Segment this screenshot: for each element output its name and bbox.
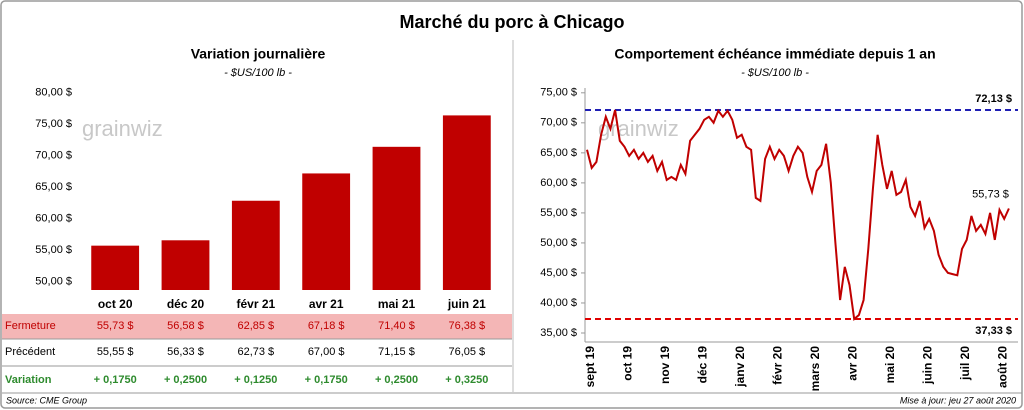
y-tick-label: 75,00 $ [35, 118, 72, 130]
x-tick-label: juin 20 [921, 346, 935, 385]
table-cell: 67,18 $ [308, 320, 345, 332]
y-tick-label: 70,00 $ [35, 150, 72, 162]
y-tick-label: 65,00 $ [540, 147, 577, 159]
table-cell: 71,40 $ [378, 320, 415, 332]
table-cell: + 0,3250 [445, 374, 488, 386]
x-tick-label: sept 19 [583, 346, 597, 388]
table-cell: 55,55 $ [97, 346, 134, 358]
reference-label: 72,13 $ [975, 93, 1012, 105]
table-cell: + 0,1750 [94, 374, 137, 386]
x-tick-label: oct 20 [98, 297, 133, 311]
x-tick-label: févr 21 [236, 297, 275, 311]
x-tick-label: juil 20 [958, 346, 972, 381]
chart-subtitle: - $US/100 lb - [224, 67, 292, 79]
y-tick-label: 60,00 $ [35, 213, 72, 225]
x-tick-label: mai 20 [883, 346, 897, 384]
updated: Mise à jour: jeu 27 août 2020 [900, 395, 1016, 405]
y-tick-label: 50,00 $ [35, 276, 72, 288]
y-tick-label: 60,00 $ [540, 177, 577, 189]
table-cell: 71,15 $ [378, 346, 415, 358]
x-tick-label: févr 20 [771, 346, 785, 385]
x-tick-label: janv 20 [733, 346, 747, 388]
table-cell: 56,58 $ [167, 320, 204, 332]
source: Source: CME Group [6, 395, 87, 405]
table-cell: 76,05 $ [448, 346, 485, 358]
y-tick-label: 50,00 $ [540, 237, 577, 249]
table-cell: 62,73 $ [237, 346, 274, 358]
table-cell: 76,38 $ [448, 320, 485, 332]
x-tick-label: déc 19 [696, 346, 710, 384]
bar [161, 240, 210, 290]
chart-title: Comportement échéance immédiate depuis 1… [614, 46, 935, 62]
y-tick-label: 40,00 $ [540, 297, 577, 309]
y-tick-label: 45,00 $ [540, 267, 577, 279]
x-tick-label: avr 21 [309, 297, 344, 311]
chart-subtitle: - $US/100 lb - [741, 67, 809, 79]
x-tick-label: mai 21 [378, 297, 416, 311]
page-title: Marché du porc à Chicago [399, 12, 624, 32]
last-value-label: 55,73 $ [972, 188, 1009, 200]
reference-label: 37,33 $ [975, 325, 1012, 337]
y-tick-label: 75,00 $ [540, 87, 577, 99]
bar [302, 173, 351, 290]
x-tick-label: mars 20 [808, 346, 822, 392]
bar [442, 115, 491, 290]
bar [372, 146, 421, 290]
x-tick-label: nov 19 [658, 346, 672, 384]
bar [91, 245, 140, 290]
chart-title: Variation journalière [191, 46, 326, 62]
x-tick-label: juin 21 [447, 297, 486, 311]
x-tick-label: avr 20 [846, 346, 860, 381]
y-tick-label: 55,00 $ [540, 207, 577, 219]
table-cell: + 0,2500 [375, 374, 418, 386]
row-label: Fermeture [5, 320, 56, 332]
row-label: Précédent [5, 346, 55, 358]
x-tick-label: août 20 [996, 346, 1010, 388]
table-cell: + 0,2500 [164, 374, 207, 386]
x-tick-label: déc 20 [167, 297, 205, 311]
row-label: Variation [5, 374, 52, 386]
bar [231, 200, 280, 290]
table-cell: 56,33 $ [167, 346, 204, 358]
y-tick-label: 80,00 $ [35, 86, 72, 98]
table-cell: 55,73 $ [97, 320, 134, 332]
table-cell: 62,85 $ [237, 320, 274, 332]
table-cell: + 0,1250 [234, 374, 277, 386]
y-tick-label: 55,00 $ [35, 244, 72, 256]
y-tick-label: 65,00 $ [35, 181, 72, 193]
highlight-row [2, 314, 512, 339]
y-tick-label: 35,00 $ [540, 327, 577, 339]
watermark: grainwiz [82, 116, 163, 141]
y-tick-label: 70,00 $ [540, 117, 577, 129]
table-cell: 67,00 $ [308, 346, 345, 358]
table-cell: + 0,1750 [305, 374, 348, 386]
x-tick-label: oct 19 [621, 346, 635, 381]
price-line [586, 108, 1010, 321]
